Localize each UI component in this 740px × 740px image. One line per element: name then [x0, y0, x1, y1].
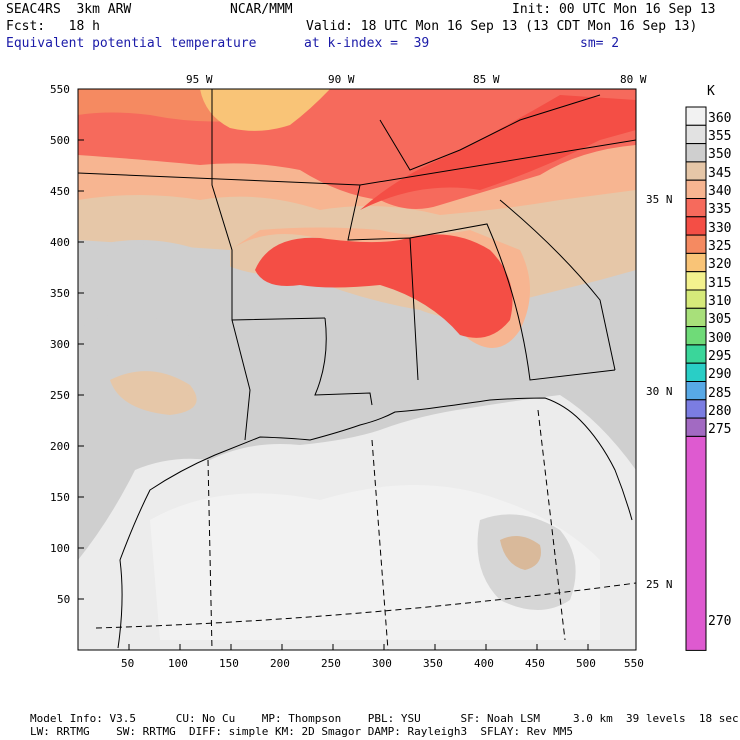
legend-swatch-300 — [685, 326, 707, 346]
legend-label: 355 — [708, 129, 732, 144]
legend-label: 345 — [708, 166, 732, 181]
legend-swatch-315 — [685, 271, 707, 291]
legend-label: 315 — [708, 276, 732, 291]
lon-label-80w: 80 W — [620, 73, 647, 86]
legend-label: 320 — [708, 257, 732, 272]
legend-colorbar — [685, 106, 707, 651]
legend-swatch-270 — [685, 435, 707, 651]
x-tick-label: 250 — [321, 657, 341, 670]
legend-label: 350 — [708, 147, 732, 162]
y-tick-label: 550 — [50, 83, 70, 96]
lat-label-30n: 30 N — [646, 385, 673, 398]
legend-swatch-345 — [685, 161, 707, 181]
x-tick-label: 150 — [219, 657, 239, 670]
legend-label: 290 — [708, 367, 732, 382]
legend-swatch-310 — [685, 289, 707, 309]
political-boundaries — [77, 89, 637, 649]
y-tick-label: 100 — [50, 542, 70, 555]
legend-swatch-280 — [685, 399, 707, 419]
x-tick-label: 450 — [525, 657, 545, 670]
x-tick-label: 50 — [121, 657, 135, 670]
field-title: Equivalent potential temperature — [6, 36, 257, 51]
legend-swatch-290 — [685, 362, 707, 383]
lon-label-90w: 90 W — [328, 73, 355, 86]
legend-swatch-275 — [685, 417, 707, 437]
legend-label: 270 — [708, 614, 732, 629]
legend-label: 285 — [708, 386, 732, 401]
legend-swatch-360 — [685, 106, 707, 126]
legend-swatch-285 — [685, 381, 707, 401]
legend-unit: K — [707, 84, 715, 99]
legend-swatch-350 — [685, 143, 707, 163]
y-tick-label: 50 — [57, 593, 71, 606]
legend-swatch-355 — [685, 124, 707, 145]
y-tick-label: 150 — [50, 491, 70, 504]
legend-label: 310 — [708, 294, 732, 309]
org-name: NCAR/MMM — [230, 2, 293, 17]
x-tick-label: 200 — [270, 657, 290, 670]
y-tick-label: 300 — [50, 338, 70, 351]
y-tick-label: 200 — [50, 440, 70, 453]
legend-swatch-335 — [685, 198, 707, 218]
legend-swatch-305 — [685, 307, 707, 328]
legend-swatch-320 — [685, 252, 707, 273]
valid-time: Valid: 18 UTC Mon 16 Sep 13 (13 CDT Mon … — [306, 19, 698, 34]
model-info-line1: Model Info: V3.5 CU: No Cu MP: Thompson … — [30, 712, 739, 725]
lon-label-95w: 95 W — [186, 73, 213, 86]
x-tick-label: 100 — [168, 657, 188, 670]
legend-label: 305 — [708, 312, 732, 327]
legend-swatch-330 — [685, 216, 707, 236]
model-info-line2: LW: RRTMG SW: RRTMG DIFF: simple KM: 2D … — [30, 725, 574, 738]
legend-label: 280 — [708, 404, 732, 419]
x-tick-label: 350 — [423, 657, 443, 670]
model-name: SEAC4RS 3km ARW — [6, 2, 132, 17]
y-tick-label: 350 — [50, 287, 70, 300]
y-tick-label: 500 — [50, 134, 70, 147]
legend-swatch-295 — [685, 344, 707, 364]
legend-swatch-340 — [685, 179, 707, 199]
legend-label: 325 — [708, 239, 732, 254]
y-tick-label: 400 — [50, 236, 70, 249]
x-tick-label: 400 — [474, 657, 494, 670]
lat-label-25n: 25 N — [646, 578, 673, 591]
legend-label: 330 — [708, 221, 732, 236]
map-frame — [77, 88, 637, 651]
legend-label: 295 — [708, 349, 732, 364]
theta-e-field — [78, 89, 636, 650]
legend-label: 275 — [708, 422, 732, 437]
y-tick-label: 450 — [50, 185, 70, 198]
legend-swatch-325 — [685, 234, 707, 254]
legend-label: 335 — [708, 202, 732, 217]
y-tick-label: 250 — [50, 389, 70, 402]
x-axis-ticks — [128, 644, 637, 650]
x-tick-label: 550 — [624, 657, 644, 670]
legend-label: 360 — [708, 111, 732, 126]
forecast-hour: Fcst: 18 h — [6, 19, 100, 34]
y-axis-ticks — [78, 88, 84, 600]
x-tick-label: 500 — [576, 657, 596, 670]
lon-label-85w: 85 W — [473, 73, 500, 86]
x-tick-label: 300 — [372, 657, 392, 670]
lat-label-35n: 35 N — [646, 193, 673, 206]
legend-label: 340 — [708, 184, 732, 199]
init-time: Init: 00 UTC Mon 16 Sep 13 — [512, 2, 716, 17]
legend-label: 300 — [708, 331, 732, 346]
smoothing: sm= 2 — [580, 36, 620, 51]
level-index: at k-index = 39 — [304, 36, 430, 51]
projection-grid — [95, 409, 637, 651]
